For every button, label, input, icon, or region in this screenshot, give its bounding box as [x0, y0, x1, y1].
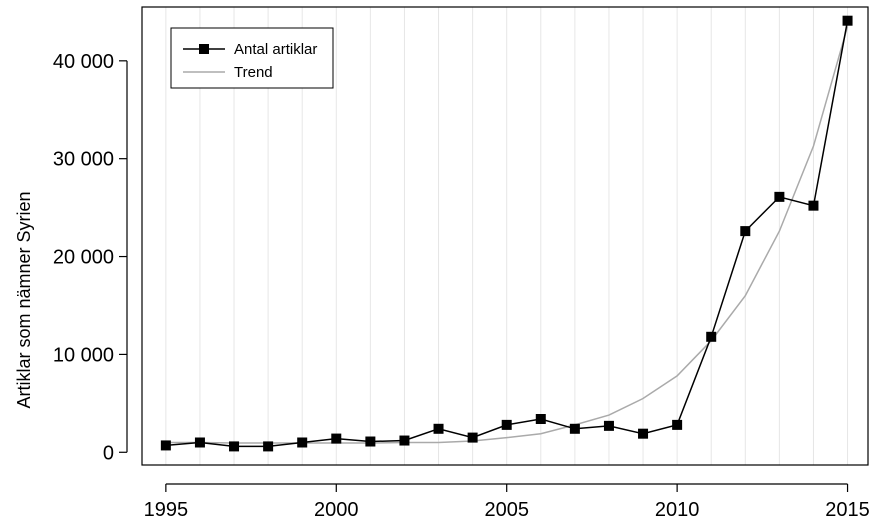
x-axis: 1995 2000 2005 2010 2015 [144, 483, 870, 521]
point-antal-artiklar-1995 [160, 440, 171, 451]
y-tick-label-30000: 30 000 [53, 149, 114, 171]
point-antal-artiklar-2007 [569, 423, 580, 434]
series-line-trend [165, 26, 849, 444]
point-antal-artiklar-2012 [740, 226, 751, 237]
point-antal-artiklar-1996 [194, 437, 205, 448]
point-antal-artiklar-2004 [467, 432, 478, 443]
point-antal-artiklar-1998 [263, 441, 274, 452]
point-antal-artiklar-2011 [706, 331, 717, 342]
point-antal-artiklar-1997 [229, 441, 240, 452]
point-antal-artiklar-2002 [399, 435, 410, 446]
point-antal-artiklar-2006 [535, 414, 546, 425]
point-antal-artiklar-2001 [365, 436, 376, 447]
y-tick-label-40000: 40 000 [53, 51, 114, 73]
point-antal-artiklar-2015 [842, 15, 853, 26]
point-antal-artiklar-2013 [774, 191, 785, 202]
x-tick-label-2000: 2000 [314, 499, 359, 521]
y-tick-label-0: 0 [103, 442, 114, 464]
legend-marker-antal-artiklar [199, 44, 209, 54]
legend: Antal artiklar Trend [170, 27, 334, 89]
x-tick-label-2005: 2005 [484, 499, 529, 521]
y-axis: 0 10 000 20 000 30 000 40 000 [53, 51, 128, 464]
point-antal-artiklar-2008 [603, 420, 614, 431]
plot-frame [141, 6, 869, 466]
point-antal-artiklar-2000 [331, 433, 342, 444]
y-tick-label-10000: 10 000 [53, 344, 114, 366]
point-antal-artiklar-2005 [501, 419, 512, 430]
legend-box [170, 27, 334, 89]
point-antal-artiklar-2003 [433, 423, 444, 434]
x-tick-label-2015: 2015 [825, 499, 870, 521]
y-axis-title: Artiklar som nämner Syrien [14, 191, 34, 408]
series-group [160, 15, 853, 452]
point-antal-artiklar-1999 [297, 437, 308, 448]
x-tick-label-1995: 1995 [144, 499, 189, 521]
y-tick-label-20000: 20 000 [53, 247, 114, 269]
x-tick-label-2010: 2010 [655, 499, 700, 521]
point-antal-artiklar-2009 [638, 428, 649, 439]
legend-label-antal-artiklar: Antal artiklar [234, 41, 317, 58]
legend-label-trend: Trend [234, 64, 273, 81]
point-antal-artiklar-2010 [672, 419, 683, 430]
point-antal-artiklar-2014 [808, 200, 819, 211]
